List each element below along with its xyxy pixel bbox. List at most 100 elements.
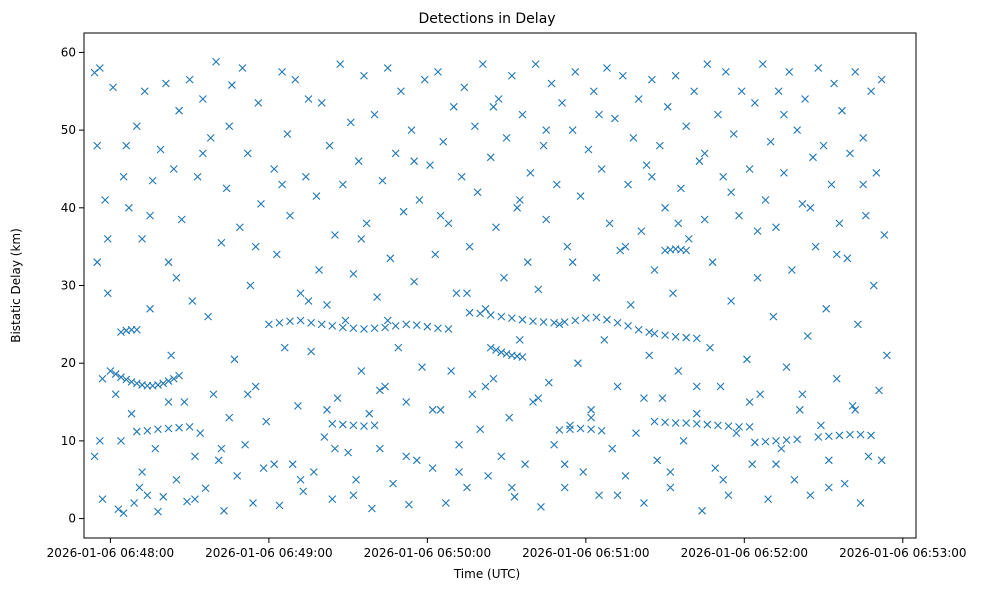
detection-marker: [531, 60, 540, 68]
detection-marker: [777, 444, 786, 453]
detection-marker: [93, 141, 102, 150]
detection-marker: [251, 382, 260, 391]
detection-marker: [819, 141, 828, 150]
detection-marker: [494, 95, 503, 103]
detection-marker: [309, 468, 318, 476]
detection-marker: [109, 83, 117, 92]
detection-marker: [568, 126, 577, 135]
detection-marker: [486, 311, 495, 319]
detection-marker: [574, 359, 582, 368]
detection-marker: [679, 436, 688, 445]
detection-marker: [132, 379, 141, 388]
detection-marker: [296, 475, 305, 484]
x-tick-label: 2026-01-06 06:51:00: [522, 546, 649, 560]
detection-marker: [883, 351, 891, 360]
detection-marker: [98, 495, 107, 504]
detection-marker: [204, 312, 213, 321]
detection-marker: [719, 475, 728, 484]
detection-marker: [291, 75, 300, 84]
detection-marker: [560, 318, 569, 326]
detection-marker: [375, 386, 384, 395]
detection-marker: [444, 219, 453, 228]
detection-marker: [640, 499, 648, 507]
detection-marker: [706, 343, 714, 352]
detection-marker: [486, 343, 495, 352]
y-tick-label: 0: [68, 512, 76, 526]
detection-marker: [259, 464, 268, 472]
detection-marker: [613, 491, 622, 500]
detection-marker: [307, 318, 316, 327]
detection-marker: [645, 351, 654, 360]
detection-marker: [645, 328, 654, 337]
detection-marker: [790, 475, 799, 484]
detection-marker: [338, 420, 347, 429]
detection-marker: [402, 452, 411, 461]
detection-marker: [349, 269, 358, 278]
detection-marker: [328, 419, 337, 428]
detection-marker: [177, 215, 186, 224]
detection-marker: [117, 328, 125, 337]
detection-marker: [666, 483, 675, 492]
detection-marker: [774, 87, 783, 96]
detection-marker: [336, 60, 345, 68]
detection-marker: [246, 281, 255, 290]
detection-marker: [436, 211, 445, 220]
detection-marker: [357, 234, 366, 243]
detection-marker: [254, 99, 263, 107]
detection-marker: [375, 444, 384, 453]
detection-marker: [426, 161, 434, 169]
detection-marker: [225, 122, 234, 131]
detection-marker: [814, 64, 823, 72]
detection-marker: [806, 203, 815, 212]
detection-marker: [299, 487, 308, 496]
detection-marker: [682, 333, 691, 342]
detection-marker: [457, 172, 466, 181]
detection-marker: [434, 67, 442, 76]
detection-marker: [278, 180, 286, 189]
detection-marker: [769, 312, 778, 321]
detection-marker: [333, 394, 342, 403]
detection-marker: [595, 491, 603, 500]
detection-marker: [682, 419, 691, 427]
detection-marker: [402, 320, 411, 329]
detection-marker: [801, 95, 809, 103]
detection-marker: [542, 126, 551, 135]
detection-marker: [571, 67, 580, 76]
detection-marker: [523, 258, 532, 267]
detection-marker: [486, 153, 495, 162]
detection-marker: [101, 196, 110, 204]
detection-marker: [846, 149, 854, 158]
detection-marker: [447, 367, 456, 375]
detection-marker: [296, 289, 305, 298]
detection-marker: [146, 304, 154, 313]
detection-marker: [222, 184, 231, 193]
detection-marker: [360, 422, 368, 431]
detection-marker: [217, 238, 226, 247]
detection-marker: [671, 71, 680, 80]
detection-marker: [241, 440, 250, 449]
detection-marker: [518, 110, 527, 119]
detection-marker: [748, 460, 757, 469]
detection-marker: [381, 382, 389, 391]
detection-marker: [270, 460, 279, 469]
detection-marker: [861, 211, 870, 220]
detection-marker: [156, 145, 165, 154]
detection-marker: [854, 320, 862, 329]
detection-marker: [806, 491, 815, 500]
x-tick-label: 2026-01-06 06:50:00: [364, 546, 491, 560]
detection-marker: [449, 102, 458, 111]
detection-marker: [338, 180, 347, 189]
detection-marker: [848, 402, 857, 410]
detection-marker: [811, 242, 820, 251]
detection-marker: [323, 301, 331, 309]
detection-marker: [793, 126, 802, 135]
detection-marker: [785, 67, 794, 76]
detection-marker: [338, 323, 347, 332]
detection-marker: [624, 180, 632, 189]
detection-marker: [143, 491, 152, 500]
detection-marker: [230, 355, 239, 364]
x-tick-label: 2026-01-06 06:53:00: [839, 546, 966, 560]
detection-marker: [698, 506, 706, 515]
detection-marker: [579, 468, 588, 476]
detection-marker: [753, 227, 762, 236]
